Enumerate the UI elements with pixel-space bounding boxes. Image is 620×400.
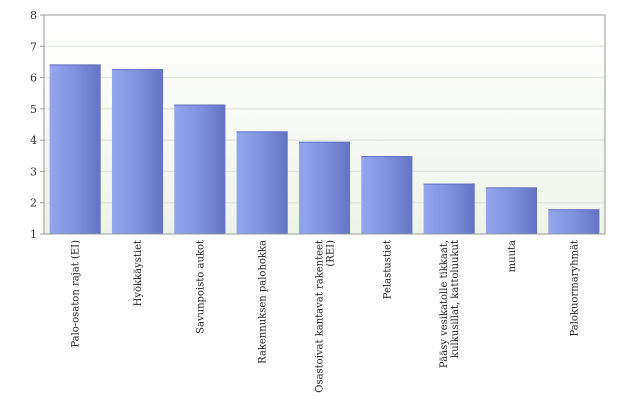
- y-tick-label: 4: [30, 134, 37, 147]
- bar: [423, 183, 475, 234]
- x-category-label: Pelastustiet: [382, 240, 393, 299]
- y-tick-label: 1: [30, 228, 37, 241]
- y-tick-label: 3: [30, 165, 37, 178]
- y-tick-label: 2: [30, 197, 37, 210]
- bar: [49, 64, 101, 234]
- bars: [49, 64, 600, 234]
- y-tick-label: 6: [30, 72, 37, 85]
- axes: [43, 14, 606, 235]
- bar: [548, 209, 600, 234]
- x-category-label: Palo-osaton rajat (EI): [71, 240, 82, 348]
- x-category-label: Hyökkäystiet: [133, 240, 144, 306]
- bar: [111, 69, 164, 234]
- x-category-label: Pääsy vesikatolle tikkaat,kulkusillat, k…: [439, 240, 461, 368]
- x-category-label: Osastoivat kantavat rakenteet(REI): [315, 240, 337, 393]
- bar: [298, 141, 351, 234]
- y-tick-labels: 1 2 3 4 5 6 7 8: [30, 9, 44, 241]
- x-category-label: muuta: [507, 240, 518, 272]
- category-labels: Palo-osaton rajat (EI) Hyökkäystiet Savunp…: [71, 240, 581, 393]
- y-tick-label: 8: [30, 9, 37, 22]
- bar: [361, 156, 413, 234]
- x-category-label: Palokuormaryhmät: [569, 240, 580, 337]
- bar: [485, 187, 538, 234]
- x-category-label: Rakennuksen palohokka: [258, 240, 269, 364]
- bar: [236, 131, 288, 234]
- y-tick-label: 7: [30, 40, 37, 53]
- bar: [174, 104, 226, 234]
- x-category-label: Savunpoisto aukot: [195, 240, 206, 334]
- y-tick-label: 5: [30, 103, 37, 116]
- plot-frame: [43, 14, 606, 235]
